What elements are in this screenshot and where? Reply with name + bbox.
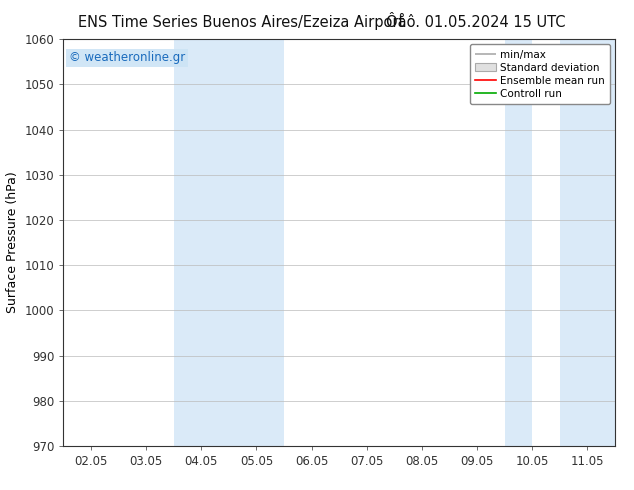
Legend: min/max, Standard deviation, Ensemble mean run, Controll run: min/max, Standard deviation, Ensemble me… [470, 45, 610, 104]
Bar [505, 39, 533, 446]
Y-axis label: Surface Pressure (hPa): Surface Pressure (hPa) [6, 172, 19, 314]
Bar [174, 39, 284, 446]
Text: ENS Time Series Buenos Aires/Ezeiza Airport: ENS Time Series Buenos Aires/Ezeiza Airp… [78, 15, 404, 30]
Text: © weatheronline.gr: © weatheronline.gr [69, 51, 185, 64]
Bar [560, 39, 615, 446]
Text: Ôåô. 01.05.2024 15 UTC: Ôåô. 01.05.2024 15 UTC [385, 15, 566, 30]
